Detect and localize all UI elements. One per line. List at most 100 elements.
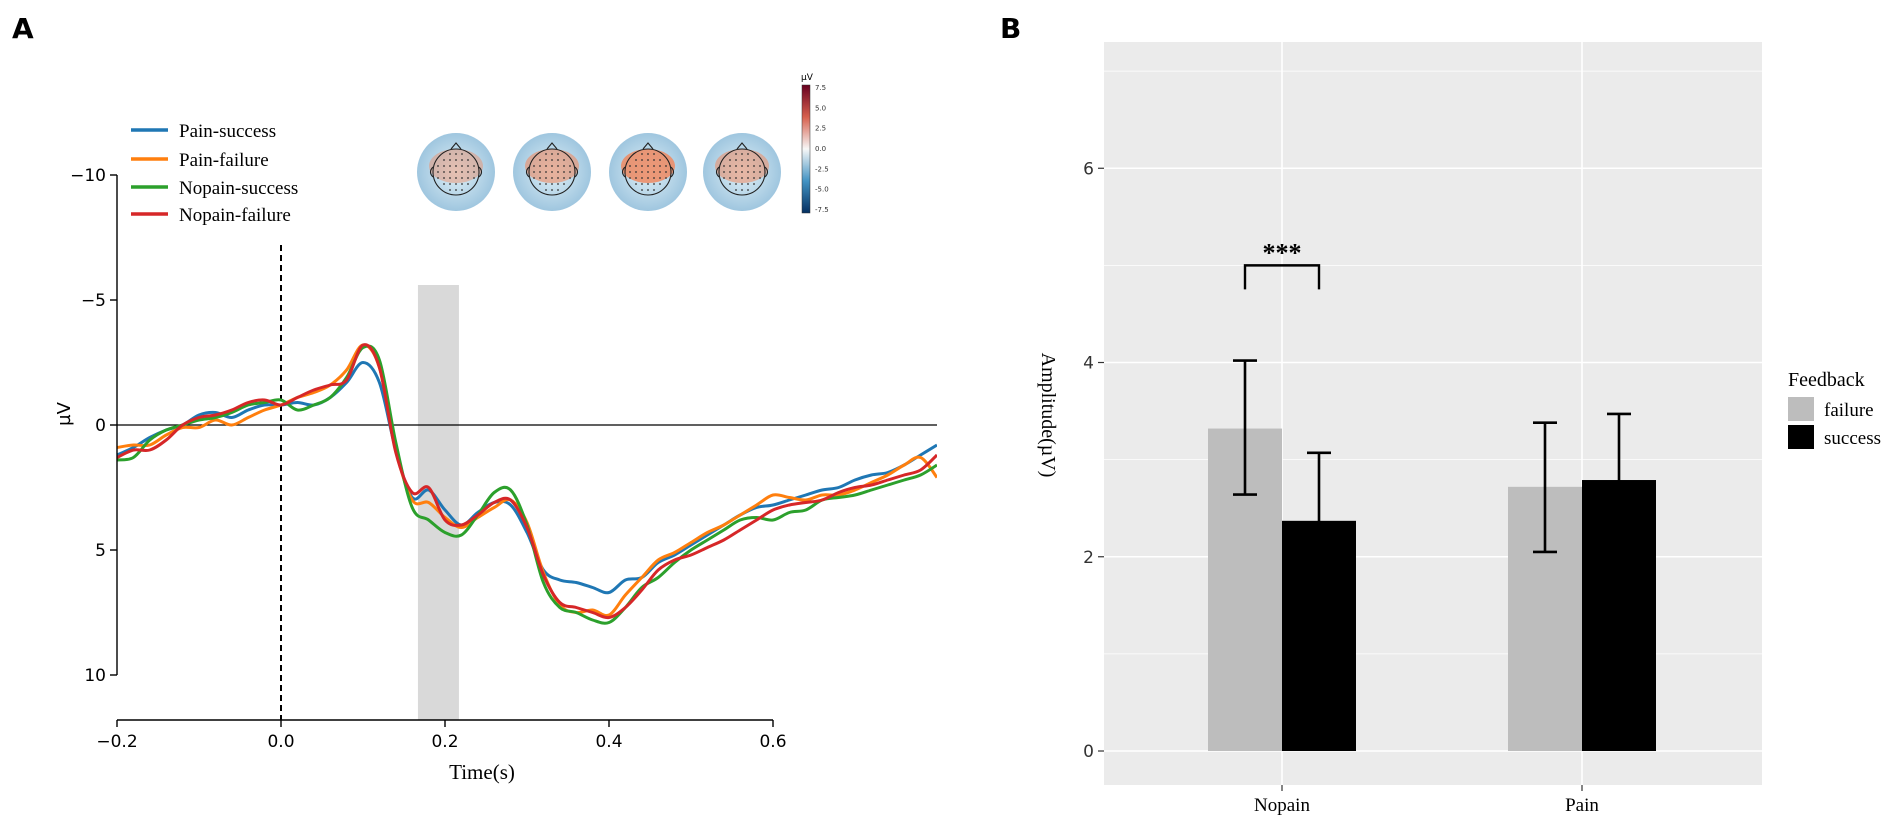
electrode-dot [659,183,661,185]
electrode-dot [551,177,553,179]
pain-failure-line [117,343,937,618]
y-tick: 5 [95,541,117,561]
x-ticks: Nopain Pain [1254,785,1599,816]
electrode-dot [753,165,755,167]
colorbar-tick: 2.5 [815,125,826,133]
y-tick-label: 6 [1083,159,1094,179]
legend-item-nopain-failure: Nopain-failure [131,205,291,226]
electrode-dot [653,177,655,179]
electrode-dot [665,171,667,173]
error-bar [1233,359,1257,496]
x-tick: −0.2 [96,720,138,752]
electrode-dot [569,177,571,179]
electrode-dot [467,177,469,179]
electrode-dot [629,165,631,167]
electrode-dot [723,165,725,167]
electrode-dot [539,183,541,185]
electrode-dot [551,165,553,167]
y-tick: 6 [1083,159,1104,179]
y-ticks: −10 −5 0 5 10 [70,166,117,686]
electrode-dot [449,159,451,161]
electrode-dot [449,183,451,185]
electrode-dot [563,165,565,167]
electrode-dot [741,189,743,191]
topomaps [417,133,781,211]
electrode-dot [557,177,559,179]
electrode-dot [455,177,457,179]
colorbar-tick: -2.5 [815,165,829,173]
electrode-dot [545,189,547,191]
y-tick-label: 5 [95,541,106,561]
electrode-dot [539,165,541,167]
colorbar-unit: µV [801,73,814,83]
electrode-dot [455,159,457,161]
electrode-dot [641,153,643,155]
x-axis-title: Time(s) [449,760,515,784]
electrode-dot [455,153,457,155]
electrode-dot [545,153,547,155]
electrode-dot [449,153,451,155]
electrode-dot [635,177,637,179]
electrode-dot [467,171,469,173]
electrode-dot [735,189,737,191]
error-bar [1307,451,1331,588]
plot-background [1104,42,1762,785]
electrode-dot [473,177,475,179]
legend-label-failure: failure [1824,400,1874,421]
x-tick-label: 0.4 [595,732,622,752]
y-tick: −10 [70,166,117,186]
x-tick: 0.0 [267,720,295,752]
electrode-dot [449,171,451,173]
electrode-dot [653,183,655,185]
y-tick-label: 4 [1083,354,1094,374]
erp-legend: Pain-success Pain-failure Nopain-success… [131,121,298,226]
electrode-dot [557,183,559,185]
electrode-dot [641,189,643,191]
nopain-success-line [117,344,937,625]
electrode-dot [539,177,541,179]
electrode-dot [455,189,457,191]
legend-label: Nopain-success [179,178,298,199]
y-axis-title: µV [54,401,75,425]
electrode-dot [437,165,439,167]
legend-swatch-failure [1788,397,1814,421]
electrode-dot [467,183,469,185]
electrode-dot [473,171,475,173]
electrode-dot [665,165,667,167]
electrode-dot [461,171,463,173]
electrode-dot [545,183,547,185]
electrode-dot [449,189,451,191]
y-tick-label: −10 [70,166,106,186]
electrode-dot [741,159,743,161]
topomap [703,133,781,211]
electrode-dot [545,159,547,161]
colorbar-gradient [801,84,811,214]
bar-legend: Feedback failure success [1788,369,1881,449]
electrode-dot [443,183,445,185]
electrode-dot [641,171,643,173]
y-tick-label: 10 [84,666,106,686]
electrode-dot [545,165,547,167]
significance-stars: *** [1263,238,1302,267]
electrode-dot [461,189,463,191]
electrode-dot [563,159,565,161]
legend-label: Nopain-failure [179,205,291,226]
electrode-dot [563,183,565,185]
electrode-dot [557,159,559,161]
legend-item-pain-failure: Pain-failure [131,150,269,171]
electrode-dot [443,171,445,173]
electrode-dot [647,177,649,179]
x-tick-label: 0.6 [759,732,786,752]
legend-label: Pain-success [179,121,276,142]
electrode-dot [449,165,451,167]
colorbar-tick: -7.5 [815,206,829,214]
electrode-dot [635,165,637,167]
electrode-dot [647,165,649,167]
electrode-dot [629,177,631,179]
electrode-dot [759,165,761,167]
y-tick-label: 2 [1083,548,1094,568]
electrode-dot [659,159,661,161]
electrode-dot [647,159,649,161]
electrode-dot [729,183,731,185]
electrode-dot [461,165,463,167]
